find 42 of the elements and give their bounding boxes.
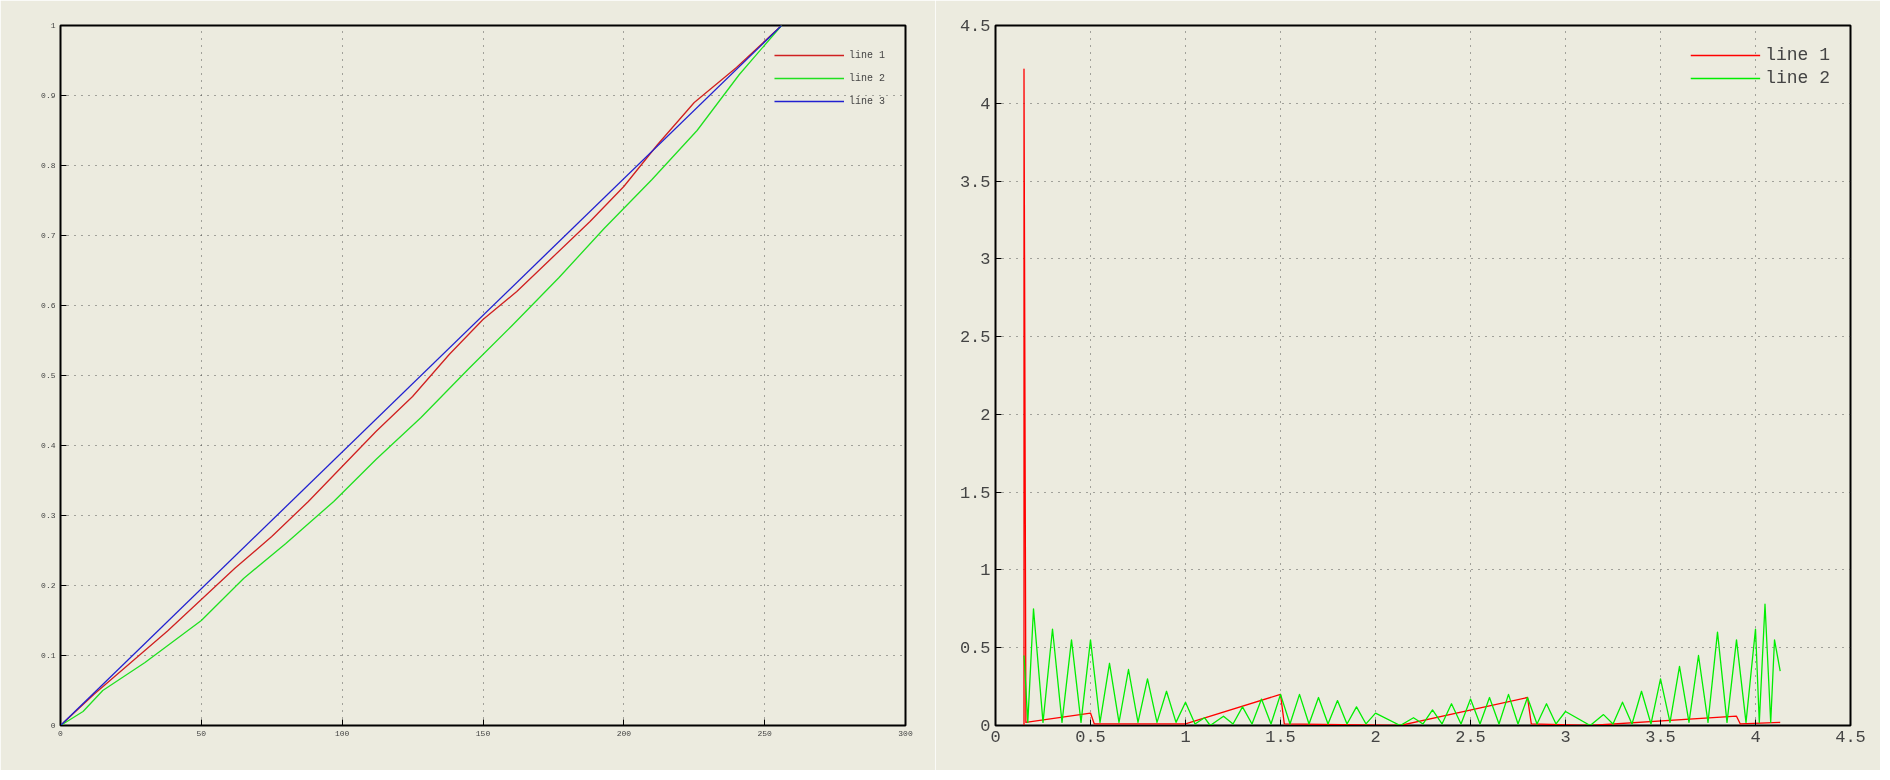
y-tick-label: 1 xyxy=(980,561,991,581)
y-tick-label: 2.5 xyxy=(959,328,991,348)
x-tick-label: 300 xyxy=(898,728,913,738)
y-tick-label: 1 xyxy=(50,21,56,30)
y-tick-label: 3 xyxy=(980,250,991,270)
y-tick-label: 4 xyxy=(980,94,991,114)
y-tick-label: 0.1 xyxy=(41,651,56,660)
x-tick-label: 200 xyxy=(616,728,632,738)
y-tick-label: 0.4 xyxy=(41,441,56,450)
y-tick-label: 0.3 xyxy=(41,511,56,520)
x-tick-label: 3.5 xyxy=(1645,727,1676,747)
y-tick-label: 0.9 xyxy=(41,91,56,100)
text: line 2 xyxy=(848,72,885,84)
y-tick-label: 0.7 xyxy=(41,231,56,240)
x-tick-label: 250 xyxy=(757,728,773,738)
text: line 1 xyxy=(848,49,885,61)
y-tick-label: 0.8 xyxy=(41,161,56,170)
y-tick-label: 0 xyxy=(50,721,56,730)
text: line 3 xyxy=(848,95,885,107)
y-tick-label: 0.6 xyxy=(41,301,56,310)
legend-label: line 2 xyxy=(1765,68,1830,88)
x-tick-label: 0 xyxy=(58,728,64,738)
y-tick-label: 3.5 xyxy=(959,172,991,192)
y-tick-label: 0.5 xyxy=(959,639,991,659)
line-series xyxy=(1023,603,1781,726)
x-tick-label: 100 xyxy=(334,728,350,738)
y-tick-label: 0.2 xyxy=(41,581,56,590)
x-tick-label: 50 xyxy=(196,728,207,738)
x-tick-label: 4 xyxy=(1750,727,1761,747)
y-tick-label: 2 xyxy=(980,405,991,425)
x-tick-label: 4.5 xyxy=(1835,727,1866,747)
legend-label: line 1 xyxy=(1765,45,1830,65)
y-tick-label: 0.5 xyxy=(41,371,56,380)
x-tick-label: 1 xyxy=(1180,727,1191,747)
x-tick-label: 2 xyxy=(1370,727,1381,747)
x-tick-label: 0.5 xyxy=(1075,727,1106,747)
x-tick-label: 2.5 xyxy=(1455,727,1486,747)
x-tick-label: 1.5 xyxy=(1265,727,1296,747)
y-tick-label: 4.5 xyxy=(959,17,991,36)
x-tick-label: 150 xyxy=(475,728,491,738)
x-tick-label: 3 xyxy=(1560,727,1571,747)
y-tick-label: 1.5 xyxy=(959,483,991,503)
